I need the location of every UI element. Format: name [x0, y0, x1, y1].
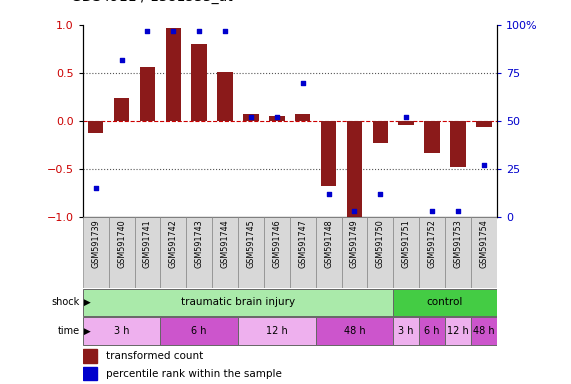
- Text: GSM591751: GSM591751: [402, 219, 411, 268]
- Text: percentile rank within the sample: percentile rank within the sample: [106, 369, 282, 379]
- Text: 6 h: 6 h: [424, 326, 440, 336]
- Bar: [238, 217, 264, 288]
- Bar: [289, 217, 316, 288]
- Text: 3 h: 3 h: [399, 326, 414, 336]
- Text: GSM591743: GSM591743: [195, 219, 204, 268]
- Text: control: control: [427, 297, 463, 308]
- Bar: [471, 217, 497, 288]
- Point: [143, 28, 152, 34]
- Bar: [367, 217, 393, 288]
- Point: [91, 185, 100, 191]
- Text: 12 h: 12 h: [447, 326, 469, 336]
- Bar: [476, 121, 492, 127]
- Point: [350, 208, 359, 214]
- Bar: [393, 289, 497, 316]
- Point: [453, 208, 463, 214]
- Point: [324, 191, 333, 197]
- Bar: [399, 121, 414, 125]
- Text: transformed count: transformed count: [106, 351, 203, 361]
- Bar: [135, 217, 160, 288]
- Text: GSM591753: GSM591753: [453, 219, 463, 268]
- Point: [195, 28, 204, 34]
- Text: GSM591745: GSM591745: [247, 219, 255, 268]
- Text: GSM591752: GSM591752: [428, 219, 437, 268]
- Bar: [269, 116, 284, 121]
- Text: ▶: ▶: [81, 298, 90, 307]
- Text: GSM591740: GSM591740: [117, 219, 126, 268]
- Text: GSM591754: GSM591754: [479, 219, 488, 268]
- Text: 48 h: 48 h: [344, 326, 365, 336]
- Point: [401, 114, 411, 120]
- Bar: [321, 121, 336, 186]
- Bar: [83, 317, 160, 345]
- Point: [220, 28, 230, 34]
- Point: [117, 56, 126, 63]
- Bar: [445, 217, 471, 288]
- Bar: [83, 367, 97, 380]
- Text: 12 h: 12 h: [266, 326, 288, 336]
- Text: GSM591741: GSM591741: [143, 219, 152, 268]
- Bar: [140, 67, 155, 121]
- Bar: [238, 317, 316, 345]
- Bar: [212, 217, 238, 288]
- Text: 3 h: 3 h: [114, 326, 130, 336]
- Bar: [372, 121, 388, 143]
- Text: traumatic brain injury: traumatic brain injury: [181, 297, 295, 308]
- Bar: [243, 114, 259, 121]
- Text: GSM591750: GSM591750: [376, 219, 385, 268]
- Bar: [114, 98, 130, 121]
- Bar: [316, 217, 341, 288]
- Bar: [191, 44, 207, 121]
- Text: 6 h: 6 h: [191, 326, 207, 336]
- Bar: [83, 349, 97, 363]
- Point: [272, 114, 282, 120]
- Bar: [393, 317, 419, 345]
- Bar: [419, 217, 445, 288]
- Bar: [393, 217, 419, 288]
- Bar: [419, 317, 445, 345]
- Bar: [166, 28, 181, 121]
- Text: GSM591744: GSM591744: [220, 219, 230, 268]
- Text: GDS4911 / 1381533_at: GDS4911 / 1381533_at: [71, 0, 233, 4]
- Text: shock: shock: [52, 297, 80, 308]
- Point: [376, 191, 385, 197]
- Bar: [450, 121, 466, 167]
- Point: [428, 208, 437, 214]
- Bar: [160, 317, 238, 345]
- Bar: [471, 317, 497, 345]
- Bar: [83, 217, 108, 288]
- Bar: [424, 121, 440, 153]
- Point: [479, 162, 488, 168]
- Bar: [347, 121, 362, 217]
- Text: 48 h: 48 h: [473, 326, 494, 336]
- Text: GSM591746: GSM591746: [272, 219, 282, 268]
- Bar: [295, 114, 311, 121]
- Bar: [316, 317, 393, 345]
- Text: GSM591739: GSM591739: [91, 219, 100, 268]
- Text: GSM591742: GSM591742: [169, 219, 178, 268]
- Bar: [88, 121, 103, 134]
- Text: time: time: [58, 326, 80, 336]
- Point: [298, 79, 307, 86]
- Text: GSM591748: GSM591748: [324, 219, 333, 268]
- Point: [247, 114, 256, 120]
- Bar: [341, 217, 367, 288]
- Bar: [264, 217, 290, 288]
- Point: [169, 28, 178, 34]
- Bar: [218, 72, 233, 121]
- Text: GSM591749: GSM591749: [350, 219, 359, 268]
- Bar: [160, 217, 186, 288]
- Text: GSM591747: GSM591747: [298, 219, 307, 268]
- Bar: [108, 217, 135, 288]
- Bar: [186, 217, 212, 288]
- Bar: [445, 317, 471, 345]
- Text: ▶: ▶: [81, 327, 90, 336]
- Bar: [83, 289, 393, 316]
